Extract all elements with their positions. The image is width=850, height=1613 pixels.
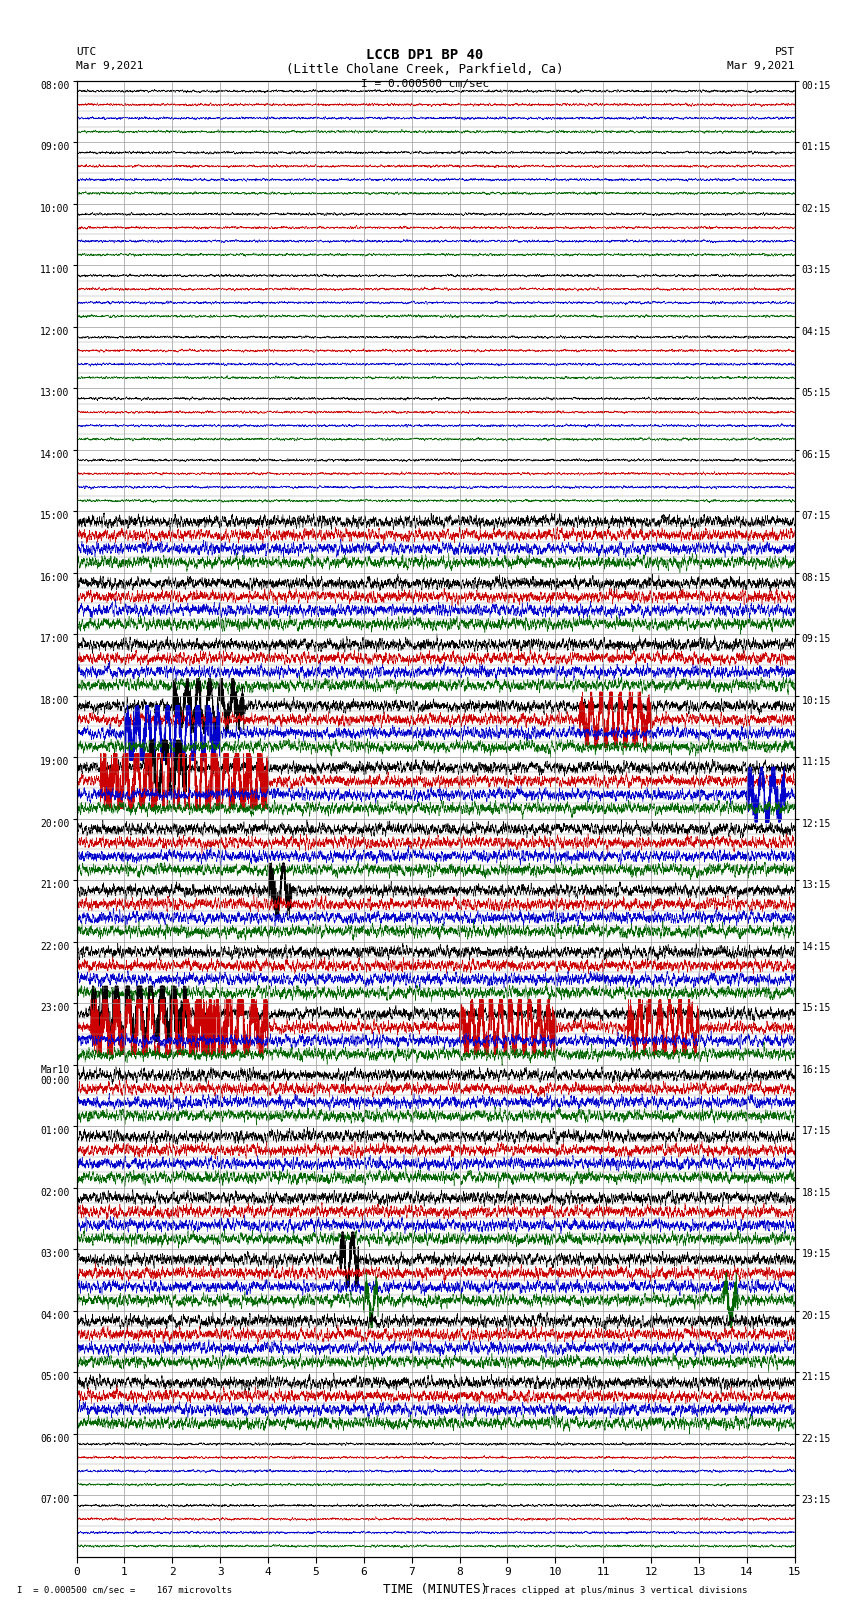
Text: PST: PST [774,47,795,56]
X-axis label: TIME (MINUTES): TIME (MINUTES) [383,1582,488,1595]
Text: LCCB DP1 BP 40: LCCB DP1 BP 40 [366,48,484,61]
Text: UTC: UTC [76,47,97,56]
Text: Mar 9,2021: Mar 9,2021 [76,61,144,71]
Text: Mar 9,2021: Mar 9,2021 [728,61,795,71]
Text: Traces clipped at plus/minus 3 vertical divisions: Traces clipped at plus/minus 3 vertical … [484,1586,748,1595]
Text: (Little Cholane Creek, Parkfield, Ca): (Little Cholane Creek, Parkfield, Ca) [286,63,564,76]
Text: I = 0.000500 cm/sec: I = 0.000500 cm/sec [361,79,489,89]
Text: I  = 0.000500 cm/sec =    167 microvolts: I = 0.000500 cm/sec = 167 microvolts [17,1586,232,1595]
